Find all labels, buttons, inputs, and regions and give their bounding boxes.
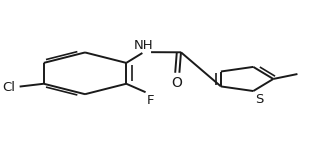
Text: Cl: Cl	[2, 81, 15, 94]
Text: F: F	[147, 94, 155, 107]
Text: S: S	[255, 93, 263, 106]
Text: NH: NH	[134, 39, 154, 52]
Text: O: O	[172, 76, 183, 90]
